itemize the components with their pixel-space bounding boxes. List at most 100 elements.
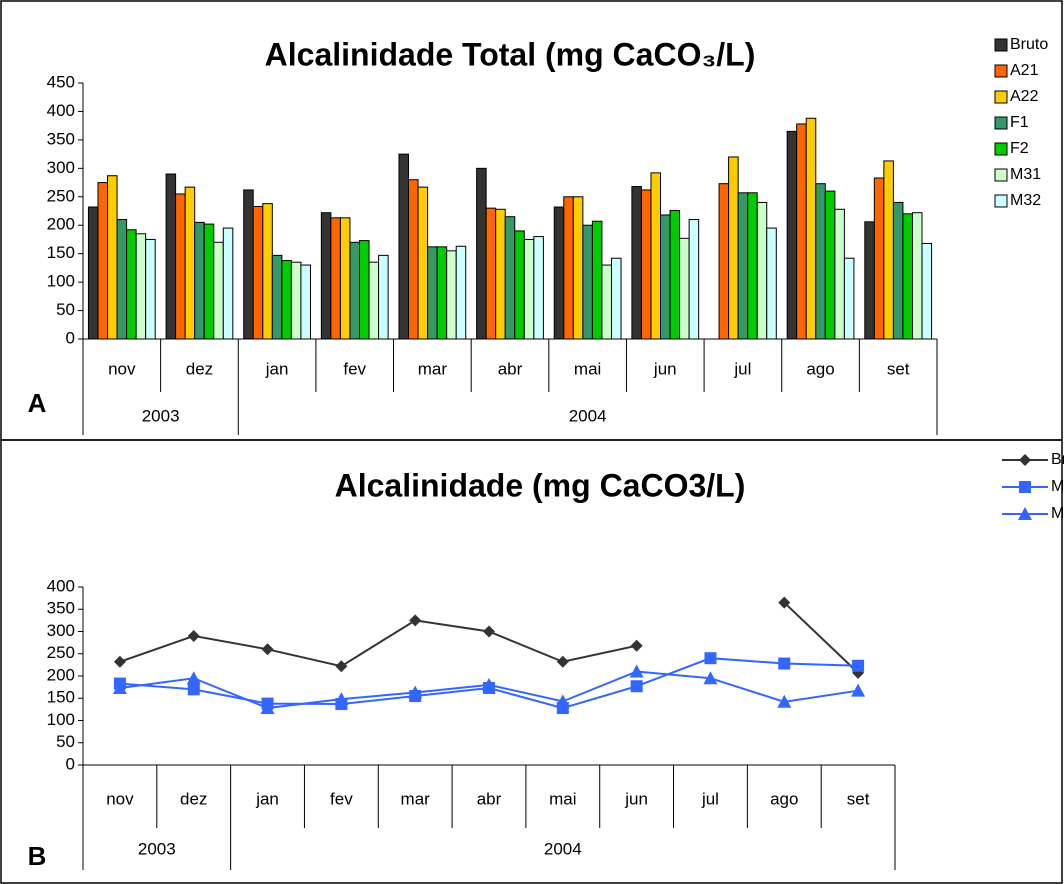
bar: [339, 217, 351, 340]
bar: [815, 183, 826, 340]
bar: [476, 167, 487, 340]
legend-swatch: [994, 194, 1008, 208]
x-tick-label: jul: [701, 789, 719, 808]
marker: [777, 694, 792, 708]
bar: [610, 257, 622, 340]
x-tick-label: jan: [265, 359, 289, 378]
bar: [446, 250, 457, 340]
bar: [631, 186, 642, 340]
legend-swatch: [994, 64, 1008, 78]
x-tick-label: nov: [106, 789, 134, 808]
y-tick-label: 50: [56, 732, 75, 751]
bar: [756, 201, 768, 340]
bar: [669, 209, 681, 340]
bar: [892, 201, 904, 340]
y-tick-label: 250: [47, 643, 75, 662]
marker: [112, 681, 127, 695]
legend-swatch: [994, 90, 1008, 104]
legend-label: A21: [1010, 62, 1039, 79]
bar: [921, 242, 933, 340]
bar: [873, 177, 885, 340]
marker: [261, 643, 274, 656]
y-tick-label: 400: [47, 101, 75, 120]
bar: [786, 130, 798, 340]
legend-swatch: [994, 38, 1008, 52]
bar: [805, 117, 817, 340]
x-tick-label: dez: [186, 359, 213, 378]
bar: [184, 186, 196, 340]
x-tick-label: mar: [418, 359, 448, 378]
legend-marker: [1019, 454, 1031, 466]
bar: [243, 189, 254, 340]
bar: [902, 213, 913, 340]
marker: [630, 680, 643, 693]
panel-label: A: [28, 388, 47, 418]
bar: [165, 173, 177, 340]
marker: [703, 671, 718, 685]
bar: [203, 223, 215, 340]
bar: [485, 207, 497, 340]
marker: [260, 701, 275, 715]
bar: [358, 240, 370, 340]
bar: [281, 259, 292, 340]
marker: [630, 639, 643, 652]
y-tick-label: 300: [47, 158, 75, 177]
bar: [495, 208, 506, 340]
y-tick-label: 0: [66, 754, 75, 773]
marker: [186, 671, 201, 685]
bar: [135, 233, 147, 340]
bar: [514, 230, 525, 340]
marker: [187, 683, 200, 696]
x-tick-label: set: [887, 359, 910, 378]
panel-frame: [0, 439, 1063, 884]
x-tick-label: abr: [477, 789, 502, 808]
line: [119, 601, 859, 674]
y-tick-label: 350: [47, 599, 75, 618]
bar: [87, 206, 99, 340]
bar: [679, 237, 690, 340]
marker: [629, 664, 644, 678]
y-tick-label: 200: [47, 665, 75, 684]
bar: [737, 192, 749, 340]
x-tick-label: ago: [806, 359, 834, 378]
bar: [175, 193, 186, 340]
bar: [553, 206, 565, 340]
bar: [330, 217, 341, 340]
y-tick-label: 200: [47, 215, 75, 234]
bar: [640, 189, 652, 340]
marker: [113, 655, 126, 668]
x-tick-label: fev: [330, 789, 353, 808]
legend-swatch: [994, 142, 1008, 156]
bar: [145, 238, 156, 340]
bar: [107, 175, 118, 340]
bar: [911, 212, 923, 340]
x-tick-label: dez: [180, 789, 207, 808]
chart-title: Alcalinidade Total (mg CaCO₃/L): [265, 36, 756, 72]
legend-label: M32: [1010, 192, 1041, 209]
legend-marker: [1018, 507, 1032, 520]
bar: [427, 246, 438, 340]
bar: [436, 246, 448, 340]
legend-label: F2: [1010, 140, 1029, 157]
bar: [582, 224, 593, 340]
x-tick-label: ago: [770, 789, 798, 808]
bar: [368, 261, 380, 340]
y-tick-label: 100: [47, 272, 75, 291]
bar: [116, 219, 128, 340]
bar: [300, 264, 311, 340]
bar: [378, 254, 389, 340]
bar: [320, 212, 332, 340]
bar: [97, 182, 109, 340]
marker: [409, 614, 422, 627]
y-tick-label: 300: [47, 621, 75, 640]
legend-label: M31: [1051, 478, 1064, 495]
group-label: 2003: [138, 839, 176, 858]
legend-label: M32: [1051, 505, 1064, 522]
bar: [222, 227, 234, 340]
legend-label: A22: [1010, 88, 1039, 105]
bar: [523, 238, 535, 340]
marker: [335, 660, 348, 673]
y-tick-label: 50: [56, 300, 75, 319]
bar: [728, 156, 739, 340]
